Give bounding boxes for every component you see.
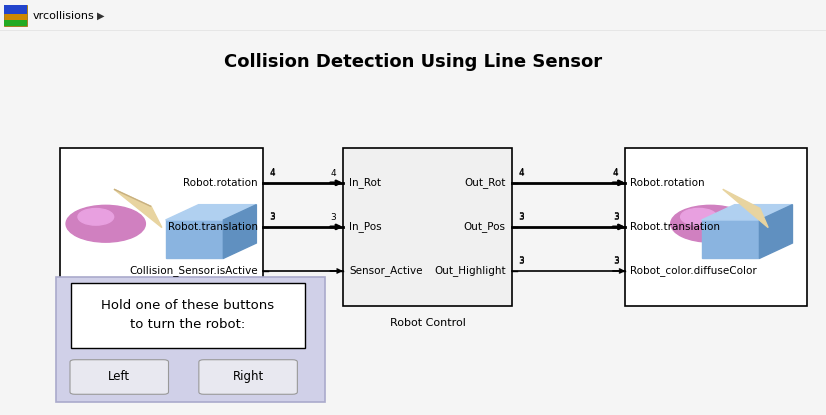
FancyBboxPatch shape [199, 360, 297, 394]
Text: Hold one of these buttons
to turn the robot:: Hold one of these buttons to turn the ro… [102, 300, 274, 332]
Text: 4: 4 [330, 169, 336, 178]
Text: 4: 4 [269, 168, 275, 177]
Polygon shape [114, 189, 151, 207]
Polygon shape [165, 220, 223, 259]
Text: 3: 3 [613, 212, 619, 221]
FancyBboxPatch shape [4, 20, 27, 27]
FancyBboxPatch shape [4, 5, 27, 14]
Text: 4: 4 [613, 168, 619, 177]
Text: Robot.translation: Robot.translation [168, 222, 258, 232]
Circle shape [66, 205, 145, 242]
Text: Robot.rotation: Robot.rotation [183, 178, 258, 188]
Bar [56, 277, 325, 402]
Text: 3: 3 [519, 257, 525, 266]
Text: 4: 4 [613, 169, 619, 178]
Polygon shape [165, 205, 256, 220]
Text: In_Pos: In_Pos [349, 222, 382, 232]
Text: Robot.translation: Robot.translation [630, 222, 720, 232]
Circle shape [78, 209, 114, 225]
Text: 3: 3 [269, 213, 275, 222]
Polygon shape [223, 205, 256, 259]
Text: 3: 3 [613, 257, 619, 266]
Text: Out_Highlight: Out_Highlight [434, 266, 506, 276]
Text: Sensor_Active: Sensor_Active [349, 266, 423, 276]
Text: Collision Detection Using Line Sensor: Collision Detection Using Line Sensor [224, 53, 602, 71]
Text: Robot_color.diffuseColor: Robot_color.diffuseColor [630, 266, 757, 276]
Text: 3: 3 [269, 212, 275, 221]
Text: 4: 4 [519, 168, 525, 177]
Circle shape [681, 208, 717, 225]
Text: Right: Right [232, 371, 263, 383]
Text: 4: 4 [519, 169, 525, 178]
Polygon shape [701, 205, 792, 220]
Text: 3: 3 [613, 213, 619, 222]
Polygon shape [114, 189, 162, 227]
Bar [625, 148, 807, 305]
Bar [343, 148, 512, 305]
Polygon shape [759, 205, 792, 259]
Text: 3: 3 [519, 256, 525, 265]
Bar [60, 148, 263, 305]
Text: Robot Control: Robot Control [390, 318, 465, 328]
Text: Out_Rot: Out_Rot [464, 177, 506, 188]
FancyBboxPatch shape [4, 5, 27, 27]
FancyBboxPatch shape [70, 360, 169, 394]
Polygon shape [723, 189, 768, 227]
Polygon shape [701, 220, 759, 259]
Text: 3: 3 [519, 213, 525, 222]
Text: 3: 3 [330, 213, 336, 222]
Text: vrcollisions: vrcollisions [33, 10, 95, 21]
Text: Collision_Sensor.isActive: Collision_Sensor.isActive [129, 266, 258, 276]
Text: Left: Left [108, 371, 131, 383]
Text: Robot.rotation: Robot.rotation [630, 178, 705, 188]
Circle shape [671, 205, 750, 242]
Text: ▶: ▶ [97, 10, 105, 21]
Text: 3: 3 [519, 212, 525, 221]
Text: 3: 3 [613, 256, 619, 265]
Bar [71, 283, 305, 348]
Text: Out_Pos: Out_Pos [463, 222, 506, 232]
Text: 4: 4 [269, 169, 275, 178]
Text: In_Rot: In_Rot [349, 177, 382, 188]
